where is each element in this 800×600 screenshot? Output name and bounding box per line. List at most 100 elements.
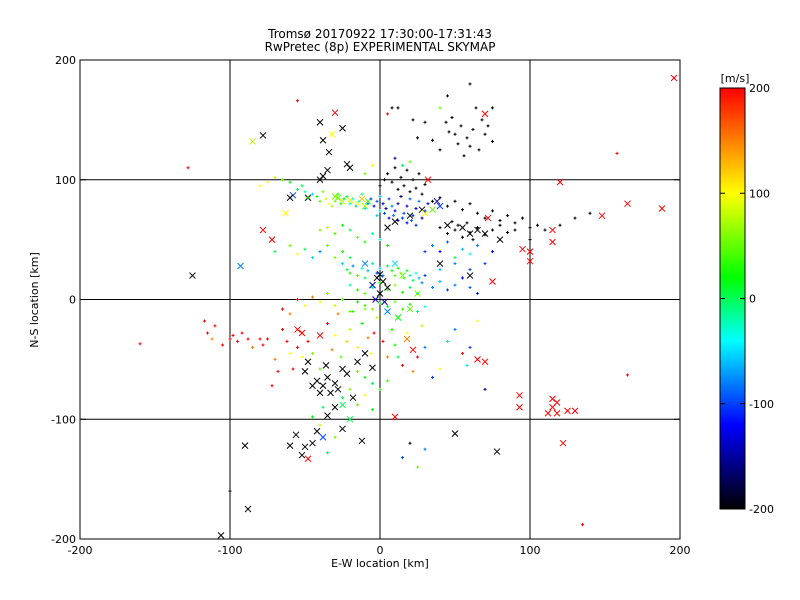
data-point-plus — [438, 106, 442, 110]
data-point-plus — [291, 367, 295, 371]
data-point-plus — [296, 345, 299, 349]
data-point-plus — [513, 221, 517, 225]
data-point-plus — [411, 118, 415, 122]
data-point-plus — [366, 202, 370, 206]
data-point-plus — [393, 209, 397, 213]
data-point-plus — [360, 266, 364, 270]
data-point-plus — [450, 220, 454, 224]
data-point-plus — [476, 244, 479, 248]
data-point-x — [322, 362, 330, 369]
data-point-x — [384, 224, 391, 232]
data-point-plus — [420, 216, 424, 220]
x-axis-label: E-W location [km] — [331, 557, 429, 570]
data-point-plus — [221, 343, 224, 347]
data-point-plus — [402, 276, 406, 280]
data-point-plus — [363, 307, 367, 311]
data-point-plus — [386, 305, 389, 309]
data-point-x — [403, 335, 411, 343]
data-point-plus — [315, 195, 319, 199]
data-point-plus — [410, 218, 413, 222]
data-point-plus — [461, 351, 464, 355]
data-point-x — [559, 439, 567, 447]
data-point-plus — [453, 228, 457, 232]
data-point-plus — [446, 240, 449, 244]
data-point-plus — [363, 206, 367, 210]
data-point-plus — [626, 373, 629, 377]
data-point-x — [294, 326, 301, 333]
data-point-plus — [341, 250, 344, 254]
data-point-plus — [446, 288, 449, 292]
data-point-plus — [273, 357, 277, 361]
data-point-plus — [354, 204, 358, 208]
data-point-plus — [405, 269, 409, 273]
data-point-plus — [411, 278, 415, 282]
data-point-plus — [431, 244, 434, 248]
data-point-plus — [491, 228, 494, 232]
data-point-plus — [416, 292, 419, 296]
data-point-x — [282, 209, 289, 217]
data-point-plus — [300, 184, 304, 188]
data-point-plus — [431, 286, 434, 290]
data-point-plus — [236, 339, 239, 343]
data-point-x — [394, 314, 402, 321]
data-point-plus — [408, 441, 412, 445]
data-point-plus — [375, 214, 379, 218]
data-point-plus — [288, 244, 292, 248]
data-point-plus — [558, 223, 562, 227]
data-point-plus — [372, 331, 376, 335]
data-point-x — [286, 194, 294, 202]
data-point-x — [301, 443, 309, 451]
data-point-x — [571, 407, 579, 415]
data-point-plus — [258, 184, 262, 188]
data-point-plus — [356, 403, 359, 407]
data-point-plus — [306, 339, 310, 343]
data-point-plus — [387, 216, 391, 220]
data-point-x — [549, 238, 556, 246]
data-point-plus — [408, 274, 412, 278]
data-point-plus — [363, 303, 367, 307]
data-point-plus — [348, 283, 352, 287]
data-point-plus — [341, 262, 344, 266]
data-point-x — [319, 136, 327, 144]
data-point-plus — [402, 211, 406, 215]
data-point-plus — [411, 178, 415, 182]
data-point-plus — [363, 240, 367, 244]
x-tick-label: -100 — [218, 544, 243, 557]
data-point-plus — [327, 202, 331, 206]
data-point-plus — [336, 192, 340, 196]
data-point-plus — [471, 238, 475, 242]
data-point-plus — [375, 199, 379, 203]
data-point-plus — [431, 375, 434, 379]
data-point-plus — [371, 232, 374, 236]
data-point-plus — [258, 337, 262, 341]
data-point-x — [286, 442, 294, 449]
data-point-x — [658, 205, 666, 212]
data-point-plus — [573, 216, 577, 220]
data-point-x — [526, 257, 534, 265]
data-point-plus — [378, 301, 382, 305]
data-point-plus — [333, 232, 337, 236]
data-point-x — [339, 401, 346, 409]
data-point-x — [313, 427, 321, 435]
data-point-plus — [378, 184, 382, 188]
data-point-plus — [423, 345, 427, 349]
data-point-plus — [588, 211, 592, 215]
y-tick-label: -200 — [51, 533, 76, 546]
data-point-x — [304, 358, 312, 366]
data-point-plus — [303, 190, 307, 194]
data-point-plus — [336, 312, 340, 316]
data-point-plus — [356, 288, 359, 292]
data-point-plus — [392, 214, 395, 218]
data-point-x — [304, 455, 312, 463]
data-point-x — [331, 109, 339, 117]
data-point-plus — [333, 199, 337, 203]
data-point-x — [331, 379, 339, 387]
data-point-plus — [326, 451, 329, 455]
data-point-plus — [276, 369, 280, 373]
data-point-plus — [390, 269, 394, 273]
data-point-plus — [386, 288, 389, 292]
data-point-plus — [369, 197, 373, 201]
data-point-x — [354, 358, 361, 366]
data-point-plus — [416, 136, 419, 140]
data-point-plus — [528, 226, 532, 230]
